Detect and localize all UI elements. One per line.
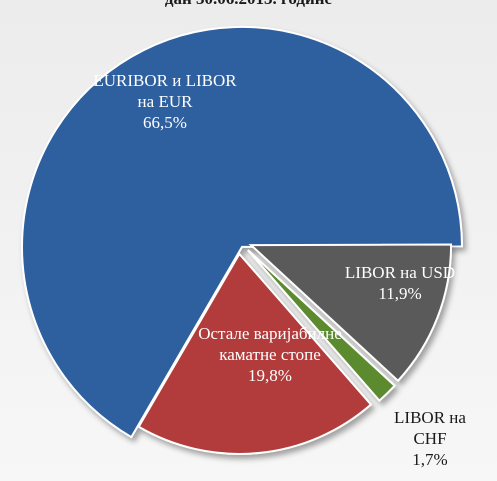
- pie-slice: [137, 252, 373, 455]
- value-label: 1,7%: [412, 450, 448, 469]
- value-label: 11,9%: [378, 284, 422, 303]
- category-label: EURIBOR и LIBOR на EUR: [93, 71, 237, 111]
- value-label: 66,5%: [143, 113, 187, 132]
- category-label: Остале варијабилне каматне стопе: [198, 324, 342, 364]
- chart-title: дан 30.06.2013. године: [0, 0, 497, 9]
- slice-label: Остале варијабилне каматне стопе 19,8%: [195, 323, 345, 386]
- pie-slice: [247, 249, 397, 403]
- slice-label: LIBOR на USD 11,9%: [335, 262, 465, 304]
- category-label: LIBOR на CHF: [394, 408, 466, 448]
- value-label: 19,8%: [248, 366, 292, 385]
- pie-slice: [21, 25, 464, 439]
- pie-slice: [248, 243, 453, 383]
- slice-label: LIBOR на CHF 1,7%: [385, 407, 475, 470]
- slice-label: EURIBOR и LIBOR на EUR 66,5%: [90, 70, 240, 133]
- category-label: LIBOR на USD: [344, 263, 456, 282]
